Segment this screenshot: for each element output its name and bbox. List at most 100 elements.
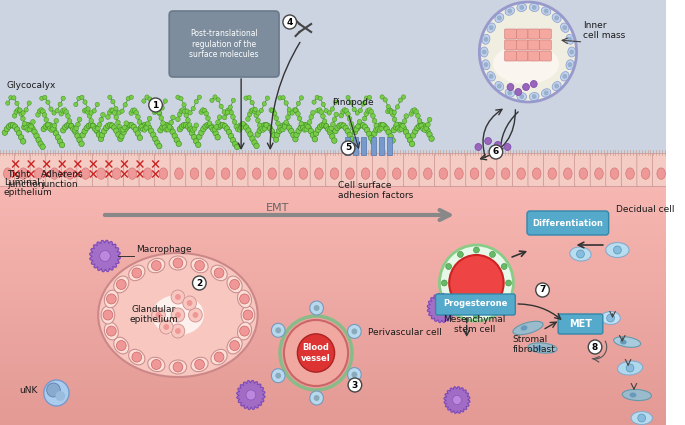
Circle shape bbox=[315, 127, 321, 133]
Circle shape bbox=[179, 96, 183, 101]
Circle shape bbox=[259, 108, 264, 113]
Bar bbox=[0, 235, 666, 236]
Circle shape bbox=[234, 144, 240, 150]
Circle shape bbox=[536, 283, 549, 297]
Ellipse shape bbox=[377, 168, 386, 179]
Circle shape bbox=[339, 113, 344, 118]
Circle shape bbox=[394, 122, 399, 127]
Circle shape bbox=[53, 130, 59, 136]
Circle shape bbox=[140, 127, 145, 132]
Bar bbox=[0, 424, 666, 425]
Bar bbox=[0, 208, 666, 209]
Bar bbox=[0, 331, 666, 332]
Circle shape bbox=[532, 5, 536, 10]
Ellipse shape bbox=[614, 337, 640, 347]
Circle shape bbox=[329, 133, 335, 139]
Ellipse shape bbox=[566, 34, 574, 44]
Ellipse shape bbox=[517, 3, 527, 11]
Circle shape bbox=[238, 123, 243, 129]
Bar bbox=[0, 256, 666, 257]
Circle shape bbox=[94, 128, 99, 133]
Circle shape bbox=[446, 297, 451, 303]
Bar bbox=[0, 338, 666, 339]
Circle shape bbox=[225, 110, 229, 115]
Ellipse shape bbox=[128, 168, 136, 179]
Circle shape bbox=[108, 122, 113, 128]
Ellipse shape bbox=[114, 337, 129, 354]
Circle shape bbox=[114, 115, 119, 120]
Circle shape bbox=[119, 127, 123, 132]
Bar bbox=[0, 317, 666, 318]
Circle shape bbox=[166, 127, 171, 132]
Circle shape bbox=[84, 125, 90, 131]
Circle shape bbox=[192, 276, 206, 290]
Circle shape bbox=[86, 123, 92, 129]
Bar bbox=[0, 375, 666, 376]
Circle shape bbox=[82, 128, 88, 134]
Circle shape bbox=[240, 294, 249, 304]
Circle shape bbox=[262, 102, 266, 106]
Circle shape bbox=[239, 125, 244, 130]
Text: Blood
vessel: Blood vessel bbox=[301, 343, 331, 363]
Bar bbox=[0, 239, 666, 240]
Text: Tight
junction: Tight junction bbox=[7, 170, 43, 190]
Circle shape bbox=[199, 110, 203, 114]
Bar bbox=[0, 412, 666, 413]
Circle shape bbox=[103, 310, 113, 320]
Circle shape bbox=[554, 83, 559, 88]
Circle shape bbox=[222, 123, 227, 129]
Bar bbox=[0, 176, 666, 177]
Circle shape bbox=[334, 100, 338, 104]
Bar bbox=[0, 282, 666, 283]
FancyBboxPatch shape bbox=[295, 153, 312, 187]
Circle shape bbox=[207, 122, 212, 128]
Circle shape bbox=[401, 126, 407, 131]
Circle shape bbox=[341, 141, 355, 155]
Circle shape bbox=[149, 98, 162, 112]
FancyBboxPatch shape bbox=[373, 153, 390, 187]
Circle shape bbox=[343, 125, 349, 130]
Circle shape bbox=[304, 123, 310, 128]
Circle shape bbox=[21, 139, 26, 144]
FancyBboxPatch shape bbox=[505, 51, 516, 61]
Bar bbox=[0, 414, 666, 415]
Circle shape bbox=[352, 107, 356, 112]
Circle shape bbox=[129, 122, 134, 128]
Circle shape bbox=[225, 108, 230, 113]
Bar bbox=[0, 266, 666, 267]
Circle shape bbox=[145, 95, 149, 99]
Circle shape bbox=[278, 96, 282, 100]
Circle shape bbox=[174, 137, 179, 143]
Bar bbox=[0, 344, 666, 345]
Circle shape bbox=[229, 110, 234, 115]
Circle shape bbox=[393, 125, 399, 130]
Circle shape bbox=[271, 323, 285, 337]
Ellipse shape bbox=[521, 326, 527, 331]
FancyBboxPatch shape bbox=[169, 11, 279, 77]
Circle shape bbox=[501, 264, 507, 269]
FancyBboxPatch shape bbox=[505, 40, 516, 50]
Bar bbox=[0, 352, 666, 353]
Circle shape bbox=[216, 120, 221, 125]
Ellipse shape bbox=[35, 168, 43, 179]
Circle shape bbox=[284, 101, 288, 105]
Ellipse shape bbox=[82, 168, 90, 179]
Circle shape bbox=[421, 127, 425, 131]
Circle shape bbox=[290, 132, 296, 138]
Circle shape bbox=[399, 123, 405, 129]
Circle shape bbox=[116, 340, 126, 351]
Circle shape bbox=[186, 124, 190, 130]
Bar bbox=[0, 203, 666, 204]
Ellipse shape bbox=[104, 322, 119, 340]
Bar bbox=[379, 137, 384, 155]
Circle shape bbox=[569, 49, 574, 54]
Circle shape bbox=[252, 109, 257, 114]
Circle shape bbox=[425, 128, 430, 133]
Circle shape bbox=[250, 100, 254, 105]
Circle shape bbox=[80, 95, 84, 99]
Bar bbox=[371, 137, 376, 155]
Text: 6: 6 bbox=[493, 147, 499, 156]
Circle shape bbox=[256, 118, 260, 123]
Circle shape bbox=[99, 132, 105, 138]
Circle shape bbox=[202, 108, 207, 113]
